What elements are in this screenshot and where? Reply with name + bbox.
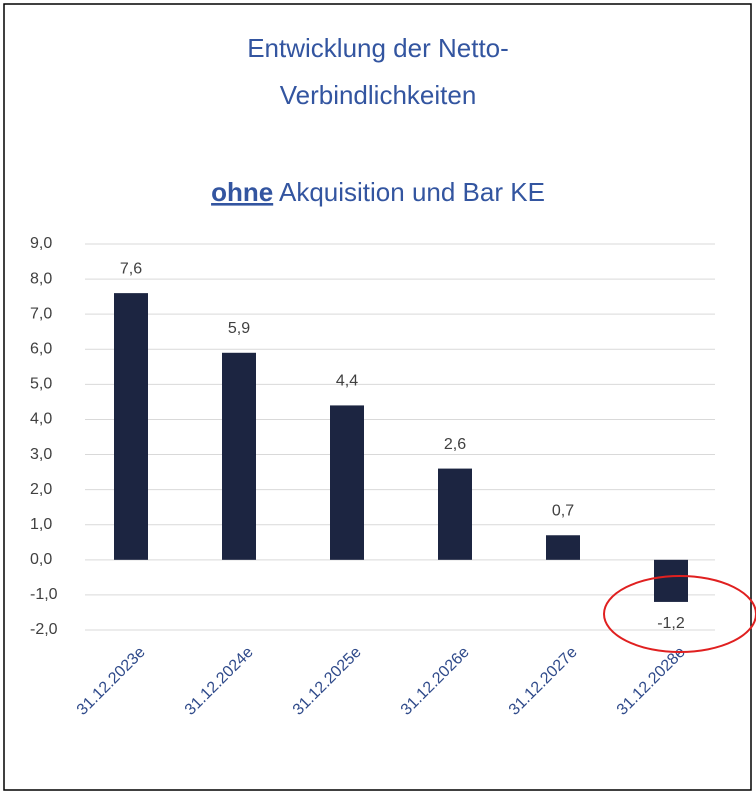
value-label: 5,9 — [228, 320, 250, 337]
y-tick-label: 8,0 — [30, 270, 52, 287]
y-tick-label: 0,0 — [30, 551, 52, 568]
bar — [438, 468, 472, 560]
y-tick-label: 3,0 — [30, 446, 52, 463]
y-tick-label: -1,0 — [30, 586, 58, 603]
bar — [114, 293, 148, 560]
bar — [546, 535, 580, 560]
highlight-ellipse — [603, 575, 756, 653]
value-label: 2,6 — [444, 436, 466, 453]
bar — [654, 559, 688, 602]
value-label: -1,2 — [657, 615, 685, 632]
y-tick-label: -2,0 — [30, 621, 58, 638]
y-tick-label: 1,0 — [30, 516, 52, 533]
value-label: 0,7 — [552, 502, 574, 519]
chart-subtitle: ohne Akquisition und Bar KE — [211, 177, 545, 207]
y-tick-label: 5,0 — [30, 376, 52, 393]
subtitle-emphasis: ohne — [211, 177, 273, 207]
y-tick-label: 6,0 — [30, 340, 52, 357]
bar — [330, 405, 364, 560]
subtitle-text: Akquisition und Bar KE — [279, 177, 545, 207]
value-label: 4,4 — [336, 373, 358, 390]
y-tick-label: 2,0 — [30, 481, 52, 498]
chart-title: Verbindlichkeiten — [280, 80, 477, 110]
y-tick-label: 4,0 — [30, 411, 52, 428]
chart-title: Entwicklung der Netto- — [247, 33, 509, 63]
y-tick-label: 9,0 — [30, 235, 52, 252]
y-tick-label: 7,0 — [30, 305, 52, 322]
bar — [222, 352, 256, 560]
value-label: 7,6 — [120, 260, 142, 277]
